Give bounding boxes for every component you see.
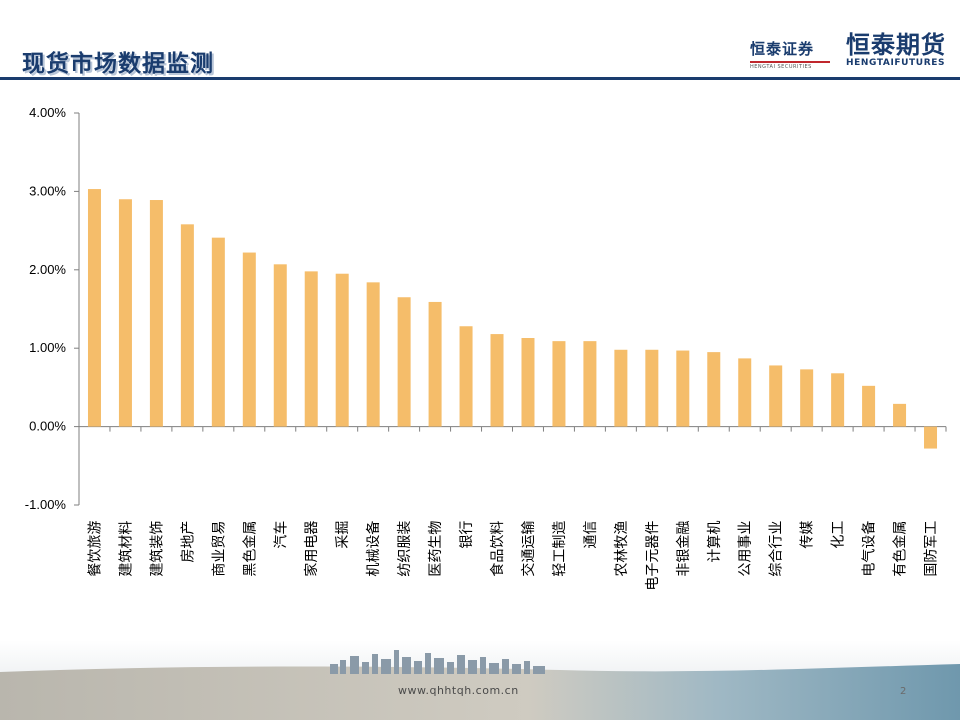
page-title: 现货市场数据监测 <box>22 51 214 77</box>
bar <box>428 301 442 427</box>
y-tick-label: -1.00% <box>25 497 67 512</box>
bar <box>521 338 535 427</box>
category-label: 黑色金属 <box>241 521 258 577</box>
category-label: 非银金融 <box>676 521 692 577</box>
x-axis-labels: 餐饮旅游 建筑材料 建筑装饰 房地产 商业贸易 黑色金属 汽车 家用电器 采掘 机械设备 纺织服装医… <box>87 521 939 591</box>
category-label: 银行 <box>459 521 475 549</box>
bar <box>273 264 287 427</box>
category-label: 公用事业 <box>738 521 754 577</box>
bar <box>397 297 411 427</box>
category-label: 电气设备 <box>861 521 878 577</box>
y-tick-label: 0.00% <box>29 419 66 434</box>
category-label: 电子元器件 <box>645 521 661 591</box>
title-divider <box>0 77 960 80</box>
category-label: 食品饮料 <box>489 521 506 577</box>
category-label: 医药生物 <box>428 521 444 577</box>
category-label: 传媒 <box>800 521 816 549</box>
bar <box>676 350 690 427</box>
bar <box>118 199 132 427</box>
sector-bar-chart: 4.00% 3.00% 2.00% 1.00% 0.00% -1.00% 餐饮旅游 建筑材料… <box>25 105 947 591</box>
bar-series <box>87 189 938 449</box>
category-label: 房地产 <box>180 521 196 563</box>
bar <box>893 403 907 427</box>
bar <box>738 358 752 427</box>
category-label: 建筑装饰 <box>149 521 165 577</box>
category-label: 综合行业 <box>769 521 785 577</box>
hengtai-securities-logo: 恒泰证券 HENGTAI SECURITIES <box>750 38 838 70</box>
bar <box>149 200 163 427</box>
footer-skyline-image <box>0 640 960 720</box>
hengtai-futures-logo: 恒泰期货 HENGTAIFUTURES <box>846 32 958 72</box>
bar <box>614 349 628 427</box>
category-label: 建筑材料 <box>118 521 134 577</box>
category-label: 采掘 <box>335 521 351 549</box>
y-tick-label: 3.00% <box>29 183 66 198</box>
category-label: 国防军工 <box>924 521 940 577</box>
category-label: 计算机 <box>707 521 723 563</box>
bar <box>490 334 504 427</box>
page-number: 2 <box>900 686 907 697</box>
bar <box>583 341 597 427</box>
category-label: 化工 <box>831 521 847 549</box>
bar <box>242 252 256 427</box>
hengtai-futures-logo-en: HENGTAIFUTURES <box>846 58 946 68</box>
category-label: 汽车 <box>272 521 289 549</box>
bar <box>800 369 814 427</box>
category-label: 纺织服装 <box>397 521 413 577</box>
bar <box>459 326 473 427</box>
bar <box>831 373 845 427</box>
category-label: 通信 <box>583 521 599 549</box>
bar <box>707 352 721 427</box>
category-label: 有色金属 <box>892 521 909 577</box>
bar <box>180 224 194 427</box>
footer-url: www.qhhtqh.com.cn <box>398 684 519 697</box>
category-label: 交通运输 <box>520 521 537 577</box>
bar <box>862 385 876 427</box>
hengtai-securities-logo-cn: 恒泰证券 <box>750 40 815 58</box>
category-label: 餐饮旅游 <box>87 521 103 577</box>
bar <box>304 271 318 427</box>
hengtai-futures-logo-cn: 恒泰期货 <box>846 31 946 59</box>
category-label: 机械设备 <box>365 521 382 577</box>
logo-red-bar <box>750 61 830 63</box>
bar <box>87 189 101 427</box>
bar <box>366 282 380 427</box>
bar <box>335 273 349 427</box>
bar <box>211 237 225 427</box>
category-label: 家用电器 <box>303 521 320 577</box>
y-tick-label: 4.00% <box>29 105 66 120</box>
bar <box>552 341 566 427</box>
category-label: 轻工制造 <box>552 521 568 577</box>
y-tick-label: 1.00% <box>29 340 66 355</box>
bar <box>769 365 783 427</box>
y-axis: 4.00% 3.00% 2.00% 1.00% 0.00% -1.00% <box>25 105 947 512</box>
hengtai-securities-logo-en: HENGTAI SECURITIES <box>750 64 812 70</box>
category-label: 农林牧渔 <box>614 521 630 577</box>
bar <box>645 349 659 427</box>
y-tick-label: 2.00% <box>29 262 66 277</box>
bar <box>924 426 938 449</box>
category-label: 商业贸易 <box>211 521 227 577</box>
